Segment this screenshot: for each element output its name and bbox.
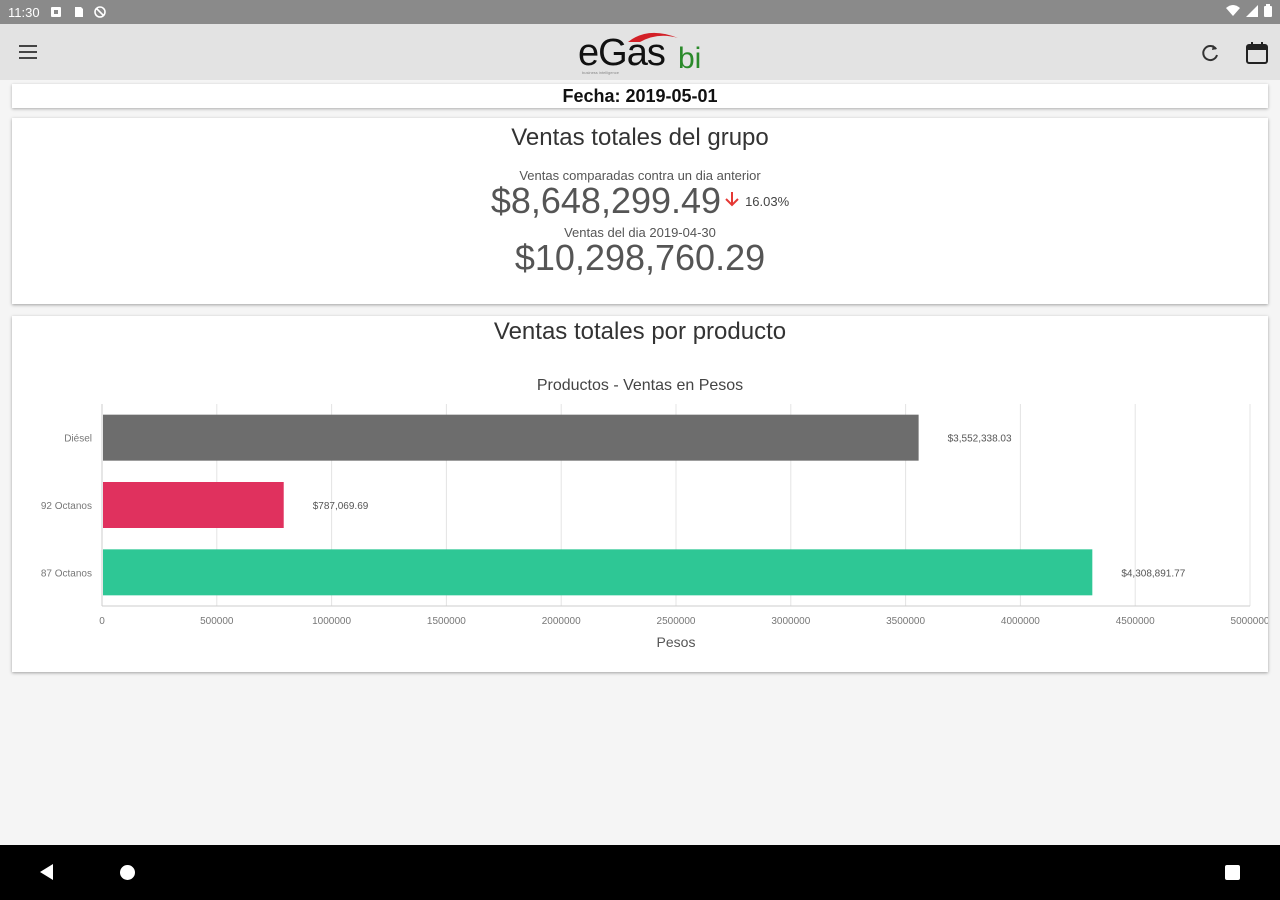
previous-day-label: Ventas del dia 2019-04-30 (564, 225, 716, 240)
bar-data-label: $3,552,338.03 (948, 434, 1012, 445)
wifi-icon (1226, 4, 1240, 20)
group-sales-card: Ventas totales del grupo Ventas comparad… (12, 118, 1268, 304)
logo-text: eGas (578, 32, 666, 74)
menu-icon-line (19, 57, 37, 59)
refresh-icon (1202, 45, 1218, 62)
product-sales-card: Ventas totales por producto Productos - … (12, 316, 1268, 672)
group-sales-title: Ventas totales del grupo (511, 124, 769, 151)
menu-button[interactable] (16, 40, 42, 64)
y-tick-label: 92 Octanos (41, 501, 92, 512)
notification-icon (50, 6, 62, 18)
back-button[interactable] (40, 864, 53, 880)
status-time: 11:30 (8, 4, 40, 20)
battery-icon (1264, 4, 1272, 20)
x-tick-label: 4500000 (1116, 616, 1155, 627)
home-button[interactable] (120, 865, 135, 880)
arrow-down-icon (725, 191, 739, 212)
calendar-icon (1246, 42, 1268, 64)
x-tick-label: 3500000 (886, 616, 925, 627)
x-tick-label: 1000000 (312, 616, 351, 627)
bar-1 (103, 482, 284, 528)
x-axis-label: Pesos (657, 634, 696, 650)
date-label: Fecha: 2019-05-01 (562, 86, 718, 106)
bar-data-label: $787,069.69 (313, 501, 369, 512)
recent-apps-button[interactable] (1225, 865, 1240, 880)
logo-suffix: bi (678, 42, 702, 75)
status-bar: 11:30 (0, 0, 1280, 24)
logo-swoosh (628, 32, 678, 42)
app-bar (0, 24, 1280, 80)
x-tick-label: 3000000 (771, 616, 810, 627)
x-tick-label: 0 (99, 616, 105, 627)
bar-0 (103, 414, 919, 461)
x-tick-label: 2000000 (542, 616, 581, 627)
x-tick-label: 500000 (200, 616, 234, 627)
chart-title: Productos - Ventas en Pesos (537, 377, 743, 394)
x-tick-label: 2500000 (657, 616, 696, 627)
navigation-bar (0, 845, 1280, 900)
x-tick-label: 1500000 (427, 616, 466, 627)
bar-2 (103, 549, 1093, 596)
product-sales-chart: Productos - Ventas en Pesos 0 500000 100000… (41, 377, 1268, 650)
previous-sales-amount: $10,298,760.29 (514, 237, 766, 278)
logo-tagline: business intelligence (582, 70, 619, 75)
comparison-label: Ventas comparadas contra un dia anterior (519, 168, 761, 183)
change-percentage: 16.03% (745, 193, 790, 209)
y-tick-label: Diésel (64, 434, 92, 445)
y-tick-label: 87 Octanos (41, 568, 92, 579)
app-logo: eGas bi business intelligence (578, 28, 708, 78)
menu-icon-line (19, 45, 37, 47)
blocked-icon (93, 6, 106, 18)
date-card: Fecha: 2019-05-01 (12, 84, 1268, 108)
bar-data-label: $4,308,891.77 (1121, 568, 1185, 579)
product-sales-title: Ventas totales por producto (493, 318, 787, 345)
signal-icon (1246, 4, 1258, 20)
current-sales-amount: $8,648,299.49 (490, 180, 722, 221)
x-tick-label: 4000000 (1001, 616, 1040, 627)
sd-card-icon (72, 6, 84, 18)
x-tick-label: 5000000 (1231, 616, 1268, 627)
calendar-button[interactable] (1244, 40, 1270, 66)
refresh-button[interactable] (1198, 40, 1224, 66)
menu-icon-line (19, 51, 37, 53)
